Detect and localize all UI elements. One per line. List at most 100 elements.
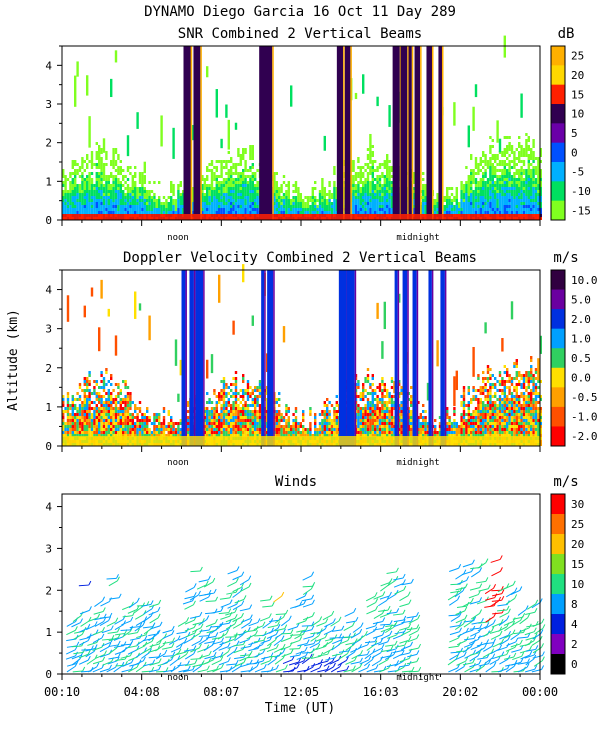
heat-cell <box>503 160 506 163</box>
heat-cell <box>239 160 242 163</box>
heat-cell <box>294 425 298 428</box>
heat-cell <box>134 434 137 437</box>
heat-cell <box>177 425 180 428</box>
heat-cell <box>244 175 247 178</box>
heat-cell <box>179 208 182 211</box>
heat-cell <box>503 163 506 166</box>
heat-cell <box>124 407 127 410</box>
heat-cell <box>222 398 226 401</box>
heat-cell <box>170 181 173 184</box>
heat-cell <box>95 142 98 145</box>
heat-cell <box>208 202 211 205</box>
heat-cell <box>81 431 84 434</box>
heat-cell <box>503 148 506 151</box>
heat-cell <box>138 407 142 410</box>
heat-cell <box>90 163 94 166</box>
heat-cell <box>321 202 324 205</box>
heat-cell <box>386 196 389 199</box>
heat-cell <box>364 190 367 193</box>
heat-cell <box>203 434 206 437</box>
heat-cell <box>242 208 245 211</box>
heat-cell <box>215 404 218 407</box>
heat-cell <box>278 205 281 208</box>
heat-cell <box>78 395 82 398</box>
heat-cell <box>225 434 228 437</box>
heat-cell <box>234 371 238 374</box>
heat-cell <box>249 169 252 172</box>
heat-cell <box>74 172 77 175</box>
heat-cell <box>220 425 223 428</box>
heat-cell <box>143 208 146 211</box>
heat-cell <box>234 413 238 416</box>
heat-cell <box>237 202 240 205</box>
heat-cell <box>69 413 72 416</box>
heat-cell <box>518 145 521 148</box>
colorbar-swatch <box>551 200 565 221</box>
heat-cell <box>249 145 252 148</box>
heat-cell <box>222 184 226 187</box>
heat-cell <box>254 190 257 193</box>
heat-cell <box>506 157 509 160</box>
heat-cell <box>467 187 470 190</box>
heat-cell <box>138 303 142 311</box>
heat-cell <box>244 181 247 184</box>
heat-cell <box>100 160 103 163</box>
heat-cell <box>381 172 384 175</box>
heat-cell <box>333 187 336 190</box>
heat-cell <box>299 208 302 211</box>
heat-cell <box>251 211 254 214</box>
heat-cell <box>297 199 300 202</box>
heat-cell <box>83 383 86 386</box>
heat-cell <box>208 205 211 208</box>
heat-cell <box>230 205 233 208</box>
heat-cell <box>114 50 118 63</box>
heat-cell <box>321 428 324 431</box>
heat-cell <box>107 202 110 205</box>
heat-cell <box>129 199 132 202</box>
heat-cell <box>126 166 130 169</box>
heat-cell <box>117 211 120 214</box>
heat-cell <box>71 211 74 214</box>
heat-cell <box>520 154 523 157</box>
heat-cell <box>501 172 504 175</box>
heat-cell <box>412 193 415 196</box>
heat-cell <box>186 431 190 434</box>
heat-cell <box>177 199 180 202</box>
heat-cell <box>220 419 223 422</box>
heat-cell <box>83 389 86 392</box>
heat-cell <box>83 410 86 413</box>
heat-cell <box>482 175 485 178</box>
heat-cell <box>369 211 372 214</box>
heat-cell <box>124 383 127 386</box>
heat-cell <box>90 431 94 434</box>
heat-cell <box>383 175 386 178</box>
heat-cell <box>210 187 214 190</box>
heat-cell <box>210 401 214 404</box>
heat-cell <box>105 211 108 214</box>
heat-cell <box>102 380 106 383</box>
heat-cell <box>210 407 214 410</box>
heat-cell <box>69 428 72 431</box>
heat-cell <box>148 181 151 184</box>
heat-cell <box>177 393 180 402</box>
heat-cell <box>134 193 137 196</box>
heat-cell <box>230 395 233 398</box>
heat-cell <box>534 208 538 211</box>
heat-cell <box>141 419 144 422</box>
heat-cell <box>290 211 293 214</box>
heat-cell <box>321 410 324 413</box>
heat-cell <box>98 419 101 422</box>
heat-cell <box>131 431 134 434</box>
heat-cell <box>494 181 497 184</box>
heat-cell <box>460 196 463 199</box>
heat-cell <box>225 407 228 410</box>
heat-cell <box>472 190 475 193</box>
heat-cell <box>297 428 300 431</box>
heat-cell <box>83 413 86 416</box>
heat-cell <box>335 205 338 208</box>
heat-cell <box>114 335 118 356</box>
heat-cell <box>251 148 254 151</box>
heat-cell <box>359 425 362 428</box>
heat-cell <box>330 205 334 208</box>
heat-cell <box>328 422 331 425</box>
